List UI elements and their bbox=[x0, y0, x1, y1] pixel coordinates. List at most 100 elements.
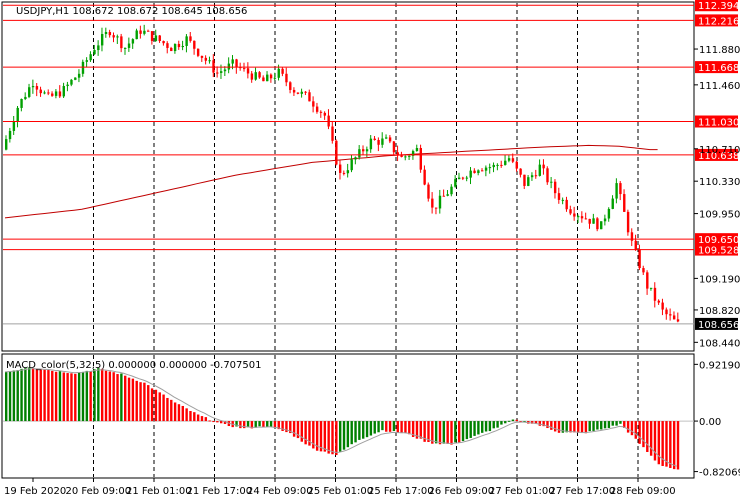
macd-bar bbox=[58, 371, 62, 422]
macd-bar bbox=[127, 377, 131, 422]
candle-body bbox=[285, 73, 288, 83]
signal-line bbox=[4, 368, 677, 467]
macd-bar bbox=[511, 419, 515, 422]
candle-body bbox=[657, 300, 661, 303]
candle-body bbox=[431, 198, 434, 208]
macd-bar bbox=[411, 421, 415, 437]
macd-bar bbox=[20, 368, 23, 422]
candle-body bbox=[527, 177, 530, 186]
candle-body bbox=[342, 172, 346, 174]
macd-bar bbox=[181, 405, 184, 422]
x-tick-label: 20 Feb 09:00 bbox=[66, 486, 132, 497]
macd-bar bbox=[338, 421, 342, 452]
candle-body bbox=[39, 89, 42, 94]
macd-bar bbox=[277, 421, 280, 430]
macd-bar bbox=[523, 421, 526, 423]
macd-bar bbox=[373, 421, 376, 434]
candle-body bbox=[477, 170, 480, 174]
macd-bar bbox=[446, 421, 449, 444]
macd-bar bbox=[296, 421, 300, 439]
macd-bar bbox=[350, 421, 353, 445]
macd-bar bbox=[438, 421, 442, 445]
macd-bar bbox=[258, 421, 261, 427]
current-price-label: 108.656 bbox=[698, 320, 739, 331]
macd-bar bbox=[185, 408, 188, 422]
macd-bar bbox=[300, 421, 303, 442]
candle-body bbox=[335, 140, 338, 165]
candle-body bbox=[546, 168, 549, 183]
candle-body bbox=[124, 47, 127, 49]
macd-bar bbox=[147, 385, 150, 422]
candle-body bbox=[108, 32, 112, 36]
macd-bar bbox=[335, 421, 338, 456]
candle-body bbox=[200, 55, 204, 58]
macd-title: MACD_color(5,32,5) 0.000000 0.000000 -0.… bbox=[6, 360, 262, 371]
macd-bar bbox=[166, 397, 169, 422]
candle-body bbox=[54, 91, 58, 96]
macd-bar bbox=[108, 371, 112, 422]
candle-body bbox=[573, 213, 576, 217]
macd-bar bbox=[219, 421, 223, 424]
candle-body bbox=[81, 61, 85, 74]
macd-bar bbox=[619, 421, 622, 424]
macd-bar bbox=[427, 421, 430, 443]
macd-bar bbox=[243, 421, 246, 429]
candle-body bbox=[300, 91, 303, 94]
candle-body bbox=[89, 54, 92, 61]
candle-body bbox=[28, 87, 31, 97]
candle-body bbox=[446, 194, 449, 196]
candle-body bbox=[434, 207, 438, 209]
candle-body bbox=[177, 43, 181, 48]
candle-body bbox=[381, 138, 384, 145]
macd-bar bbox=[266, 421, 269, 427]
candle-body bbox=[93, 50, 96, 55]
candle-body bbox=[550, 181, 553, 183]
candle-body bbox=[100, 34, 104, 46]
candle-body bbox=[607, 208, 611, 219]
macd-bar bbox=[208, 420, 211, 422]
x-tick-label: 21 Feb 01:00 bbox=[126, 486, 192, 497]
price-grid bbox=[93, 3, 639, 350]
candle-body bbox=[623, 194, 626, 212]
candle-body bbox=[308, 92, 311, 102]
candle-body bbox=[496, 164, 499, 166]
macd-bar bbox=[492, 421, 495, 429]
x-tick-label: 27 Feb 01:00 bbox=[489, 486, 555, 497]
macd-bar bbox=[315, 421, 319, 451]
macd-y-tick-label: -0.820696 bbox=[699, 468, 740, 479]
macd-bar bbox=[569, 421, 572, 433]
candle-body bbox=[170, 47, 173, 52]
candle-body bbox=[365, 149, 369, 152]
macd-bar bbox=[170, 399, 173, 422]
candle-body bbox=[231, 59, 234, 64]
candle-body bbox=[131, 39, 135, 44]
candle-body bbox=[74, 77, 77, 80]
macd-bar bbox=[120, 373, 123, 422]
macd-bar bbox=[239, 421, 242, 429]
level-tag bbox=[695, 115, 738, 128]
macd-bar bbox=[362, 421, 365, 439]
candle-body bbox=[584, 218, 588, 220]
candle-body bbox=[139, 30, 142, 34]
candle-body bbox=[85, 60, 89, 62]
macd-bar bbox=[607, 421, 611, 428]
macd-bar bbox=[600, 421, 603, 430]
macd-bar bbox=[70, 373, 73, 422]
level-tag-label: 110.638 bbox=[698, 151, 739, 162]
macd-bar bbox=[665, 421, 668, 467]
candle-body bbox=[661, 302, 664, 310]
macd-bar bbox=[93, 369, 96, 422]
candle-body bbox=[492, 164, 495, 168]
macd-bar bbox=[285, 421, 288, 433]
candle-body bbox=[596, 218, 599, 230]
macd-bar bbox=[212, 421, 215, 423]
macd-bar bbox=[542, 421, 545, 427]
macd-bar bbox=[434, 421, 438, 444]
y-tick-label: 108.820 bbox=[699, 306, 740, 317]
macd-bar bbox=[469, 421, 472, 438]
price-title: USDJPY,H1 108.672 108.672 108.645 108.65… bbox=[16, 6, 247, 17]
macd-bar bbox=[442, 421, 446, 444]
candle-body bbox=[634, 240, 637, 250]
